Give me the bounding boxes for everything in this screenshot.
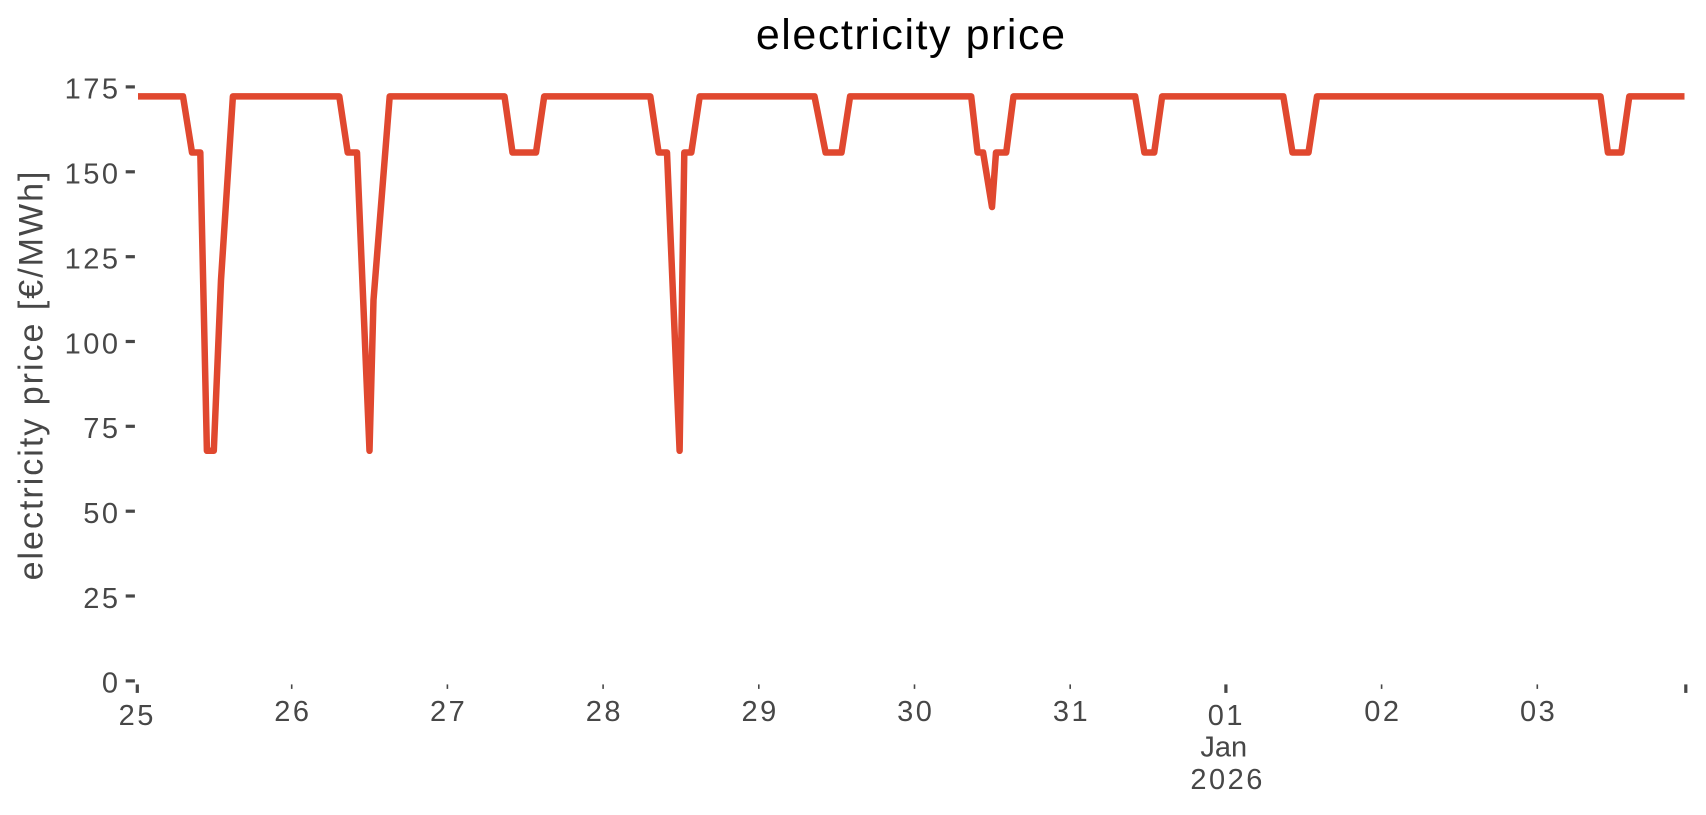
svg-text:175: 175 bbox=[65, 74, 121, 106]
svg-text:Jan: Jan bbox=[1200, 732, 1247, 764]
svg-text:30: 30 bbox=[897, 696, 934, 728]
svg-text:02: 02 bbox=[1364, 696, 1401, 728]
svg-text:03: 03 bbox=[1520, 696, 1557, 728]
svg-text:28: 28 bbox=[586, 696, 623, 728]
svg-text:0: 0 bbox=[102, 668, 121, 700]
svg-text:25: 25 bbox=[119, 700, 156, 732]
svg-text:01: 01 bbox=[1208, 700, 1245, 732]
svg-text:125: 125 bbox=[65, 244, 121, 276]
svg-text:75: 75 bbox=[83, 413, 120, 445]
svg-text:50: 50 bbox=[83, 498, 120, 530]
svg-text:31: 31 bbox=[1053, 696, 1090, 728]
svg-text:26: 26 bbox=[274, 696, 311, 728]
svg-text:2026: 2026 bbox=[1190, 764, 1265, 796]
svg-text:27: 27 bbox=[430, 696, 467, 728]
svg-text:electricity price [€/MWh]: electricity price [€/MWh] bbox=[13, 170, 51, 581]
svg-text:100: 100 bbox=[65, 328, 121, 360]
svg-text:150: 150 bbox=[65, 159, 121, 191]
svg-text:electricity price: electricity price bbox=[756, 11, 1067, 59]
svg-text:25: 25 bbox=[83, 583, 120, 615]
svg-text:29: 29 bbox=[741, 696, 778, 728]
